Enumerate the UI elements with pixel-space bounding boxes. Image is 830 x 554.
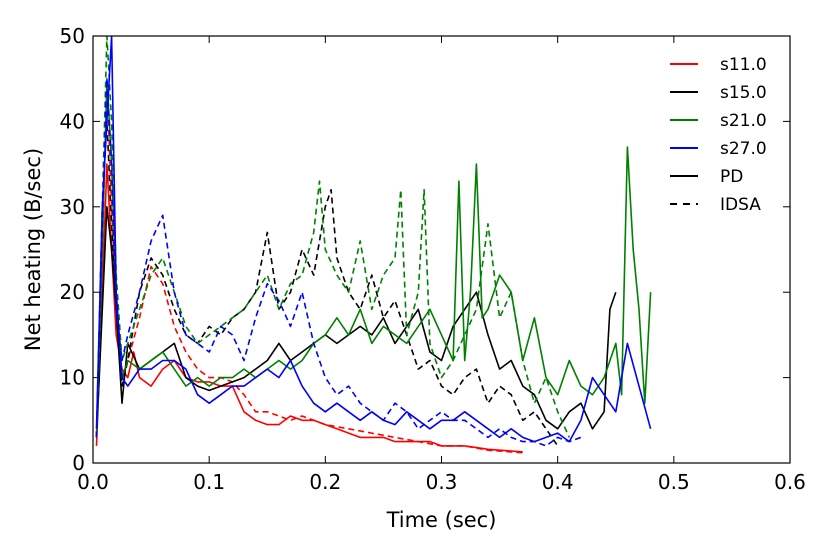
plot-background [93, 36, 790, 463]
x-tick-label: 0.5 [658, 470, 690, 494]
x-tick-label: 0.2 [309, 470, 341, 494]
y-tick-label: 50 [60, 24, 85, 48]
legend-label-idsa: IDSA [720, 195, 761, 215]
x-tick-label: 0.6 [774, 470, 806, 494]
x-tick-label: 0.4 [542, 470, 574, 494]
series-line-s15-0-idsa [95, 120, 559, 447]
y-tick-label: 30 [60, 195, 85, 219]
x-tick-label: 0.1 [193, 470, 225, 494]
x-tick-label: 0.3 [426, 470, 458, 494]
y-tick-label: 20 [60, 280, 85, 304]
y-axis-title: Net heating (B/sec) [21, 148, 45, 351]
series-line-s11-0-pd [95, 163, 523, 453]
x-axis-title: Time (sec) [386, 508, 497, 532]
y-tick-label: 0 [72, 451, 85, 475]
tick-layer: 0.0 0.1 0.2 0.3 0.4 0.5 0.6 0 10 20 30 40 50 [60, 24, 806, 494]
x-tick-label: 0.0 [77, 470, 109, 494]
legend-label-s11-0: s11.0 [720, 55, 767, 75]
y-tick-label: 10 [60, 366, 85, 390]
legend-label-s27-0: s27.0 [720, 139, 767, 159]
legend: s11.0 s15.0 s21.0 s27.0 PD IDSA [670, 55, 767, 215]
legend-label-s21-0: s21.0 [720, 111, 767, 131]
y-tick-label: 40 [60, 109, 85, 133]
legend-label-pd: PD [720, 167, 743, 187]
series-line-s27-0-pd [95, 36, 652, 443]
legend-label-s15-0: s15.0 [720, 83, 767, 103]
series-layer [95, 36, 652, 454]
series-line-s21-0-idsa [95, 36, 571, 438]
